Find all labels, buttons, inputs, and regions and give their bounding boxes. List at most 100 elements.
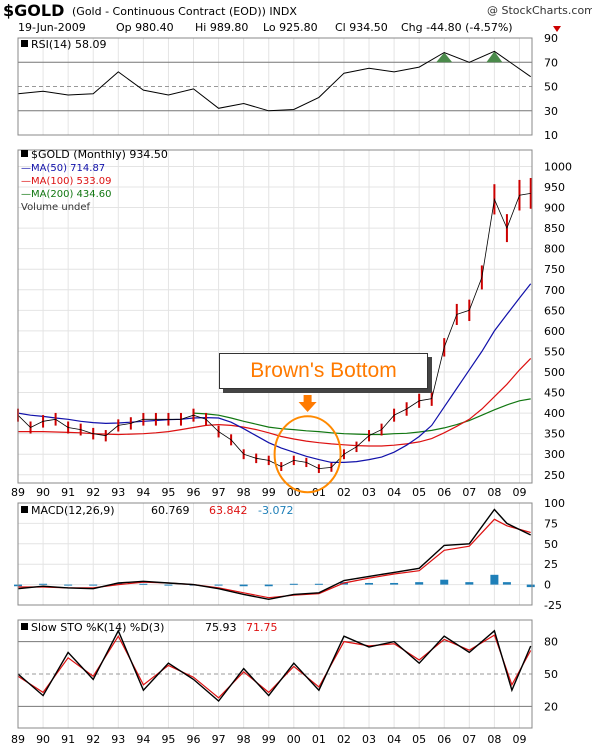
macd-legend-label: MACD(12,26,9) <box>31 504 115 517</box>
ma50-legend: —MA(50) 714.87 <box>21 163 105 174</box>
ma200-legend: —MA(200) 434.60 <box>21 189 112 200</box>
price-legend-swatch <box>21 150 28 157</box>
sto-xtick: 90 <box>36 733 50 746</box>
rsi-line <box>17 50 531 112</box>
price-ma-line <box>193 398 531 436</box>
sto-legend-label: Slow STO %K(14) %D(3) <box>31 621 164 634</box>
macd-histogram-bar <box>365 582 374 585</box>
watermark: @ StockCharts.com <box>487 4 592 17</box>
header-high: Hi 989.80 <box>195 21 248 34</box>
macd-histogram-bar <box>314 583 323 585</box>
header-open: Op 980.40 <box>116 21 174 34</box>
macd-histogram-bar <box>139 583 148 585</box>
price-xtick: 08 <box>487 486 501 499</box>
down-arrow-icon <box>553 26 561 32</box>
price-xtick: 98 <box>237 486 251 499</box>
price-xtick: 03 <box>362 486 376 499</box>
macd-histogram-bar <box>164 584 173 586</box>
sto-frame <box>17 619 533 729</box>
price-xtick: 09 <box>512 486 526 499</box>
rsi-legend: RSI(14) 58.09 <box>31 38 106 51</box>
sto-d-value: 71.75 <box>246 621 278 634</box>
sto-legend-swatch <box>21 623 28 630</box>
sto-xtick: 89 <box>11 733 25 746</box>
price-ytick: 900 <box>544 202 565 215</box>
macd-legend-swatch <box>21 506 28 513</box>
sto-xtick: 09 <box>512 733 526 746</box>
price-ytick: 400 <box>544 407 565 420</box>
macd-signal-line <box>18 518 531 599</box>
macd-histogram-bar <box>239 584 248 587</box>
sto-xtick: 99 <box>262 733 276 746</box>
macd-histogram-bar <box>214 584 223 586</box>
macd-ytick: 100 <box>544 497 565 510</box>
price-ytick: 750 <box>544 263 565 276</box>
macd-histogram-bar <box>415 582 424 585</box>
price-legend-title: $GOLD (Monthly) 934.50 <box>31 148 168 161</box>
sto-xtick: 97 <box>212 733 226 746</box>
price-ma-line <box>18 357 532 447</box>
sto-xtick: 98 <box>237 733 251 746</box>
sto-xtick: 08 <box>487 733 501 746</box>
macd-line <box>17 508 532 601</box>
rsi-ytick: 90 <box>544 32 558 45</box>
price-xtick: 02 <box>337 486 351 499</box>
sto-ytick: 80 <box>544 636 558 649</box>
header-low: Lo 925.80 <box>263 21 318 34</box>
header-change: Chg -44.80 (-4.57%) <box>401 21 513 34</box>
price-xtick: 89 <box>11 486 25 499</box>
macd-histogram-bar <box>289 583 298 585</box>
price-xtick: 99 <box>262 486 276 499</box>
header-date: 19-Jun-2009 <box>18 21 86 34</box>
sto-xtick: 01 <box>312 733 326 746</box>
macd-frame <box>17 502 533 606</box>
price-ytick: 600 <box>544 325 565 338</box>
macd-ytick: 25 <box>544 558 558 571</box>
sto-xtick: 07 <box>462 733 476 746</box>
rsi-overbought-fill <box>486 51 503 63</box>
sto-ytick: 20 <box>544 700 558 713</box>
price-xtick: 06 <box>437 486 451 499</box>
macd-histogram-bar <box>114 582 123 585</box>
macd-histogram-bar <box>390 582 399 585</box>
price-ytick: 350 <box>544 428 565 441</box>
header-close: Cl 934.50 <box>335 21 388 34</box>
price-xtick: 92 <box>86 486 100 499</box>
macd-ytick: -25 <box>544 599 562 612</box>
price-xtick: 07 <box>462 486 476 499</box>
price-xtick: 94 <box>136 486 150 499</box>
price-xtick: 97 <box>212 486 226 499</box>
macd-ytick: 50 <box>544 538 558 551</box>
macd-histogram-bar <box>89 584 98 586</box>
sto-xtick: 04 <box>387 733 401 746</box>
macd-ytick: 75 <box>544 517 558 530</box>
price-frame <box>17 149 533 484</box>
price-ytick: 850 <box>544 222 565 235</box>
sto-xtick: 95 <box>161 733 175 746</box>
macd-ytick: 0 <box>544 579 551 592</box>
sto-xtick: 96 <box>187 733 201 746</box>
rsi-legend-swatch <box>21 40 28 47</box>
price-xtick: 05 <box>412 486 426 499</box>
symbol-title: $GOLD <box>3 1 64 20</box>
symbol-description: (Gold - Continuous Contract (EOD)) INDX <box>72 5 297 18</box>
price-ytick: 950 <box>544 181 565 194</box>
price-ytick: 250 <box>544 469 565 482</box>
macd-histogram-bar <box>39 583 48 585</box>
sto-xtick: 92 <box>86 733 100 746</box>
rsi-ytick: 30 <box>544 105 558 118</box>
price-xtick: 95 <box>161 486 175 499</box>
sto-k-line <box>17 629 532 703</box>
price-ytick: 500 <box>544 366 565 379</box>
sto-xtick: 02 <box>337 733 351 746</box>
price-ytick: 300 <box>544 448 565 461</box>
macd-histogram-bar <box>264 584 273 587</box>
sto-xtick: 03 <box>362 733 376 746</box>
price-ytick: 1000 <box>544 160 572 173</box>
macd-signal-value: 63.842 <box>209 504 248 517</box>
price-xtick: 00 <box>287 486 301 499</box>
rsi-ytick: 70 <box>544 56 558 69</box>
down-arrow-annotation-icon <box>298 395 317 412</box>
